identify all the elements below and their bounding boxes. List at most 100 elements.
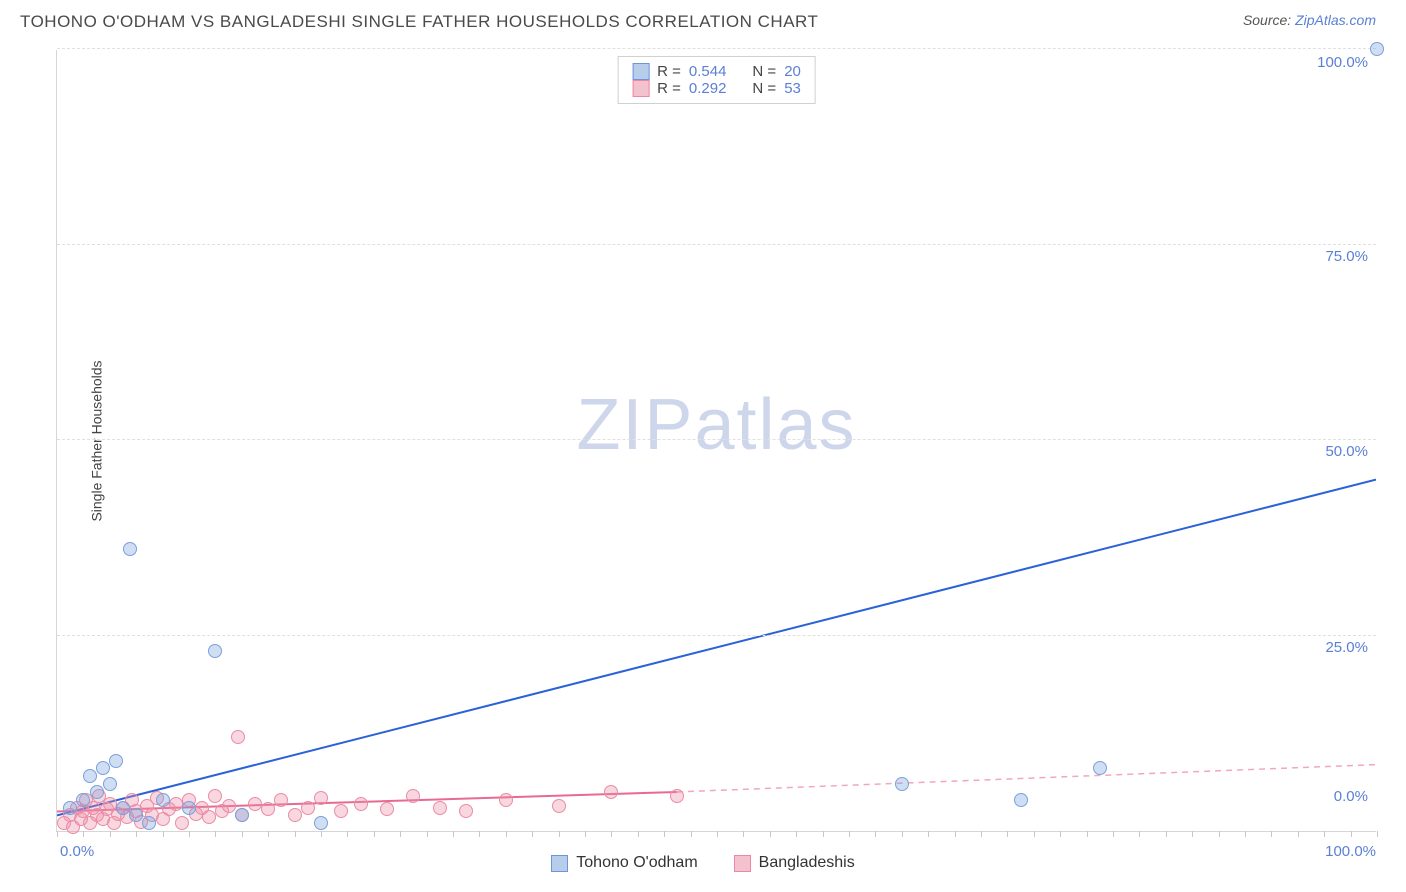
data-point (380, 802, 394, 816)
data-point (175, 816, 189, 830)
x-tick (1245, 831, 1246, 837)
x-tick (1324, 831, 1325, 837)
data-point (1093, 761, 1107, 775)
legend-stat-row: R = 0.544 N = 20 (632, 63, 801, 80)
x-tick (374, 831, 375, 837)
data-point (1370, 42, 1384, 56)
data-point (406, 789, 420, 803)
data-point (354, 797, 368, 811)
data-point (274, 793, 288, 807)
x-tick (1298, 831, 1299, 837)
x-tick (664, 831, 665, 837)
data-point (314, 816, 328, 830)
data-point (103, 777, 117, 791)
source-credit: Source: ZipAtlas.com (1243, 12, 1376, 28)
data-point (116, 801, 130, 815)
legend-n-label: N = (752, 80, 776, 97)
x-tick (796, 831, 797, 837)
x-tick (1166, 831, 1167, 837)
data-point (334, 804, 348, 818)
legend-stat-row: R =0.292N =53 (632, 80, 801, 97)
data-point (235, 808, 249, 822)
chart-title: TOHONO O'ODHAM VS BANGLADESHI SINGLE FAT… (20, 12, 818, 32)
legend-r-value: 0.292 (689, 80, 727, 97)
watermark: ZIPatlas (576, 384, 856, 466)
y-tick-label: 50.0% (1325, 443, 1368, 460)
x-tick (902, 831, 903, 837)
legend-swatch (632, 63, 649, 80)
data-point (604, 785, 618, 799)
x-tick (1034, 831, 1035, 837)
x-tick (875, 831, 876, 837)
data-point (288, 808, 302, 822)
legend-series-item: Tohono O'odham (551, 854, 697, 872)
x-tick (823, 831, 824, 837)
gridline-h (57, 48, 1376, 49)
x-tick (532, 831, 533, 837)
y-tick-label: 75.0% (1325, 248, 1368, 265)
legend-swatch (632, 80, 649, 97)
x-tick (83, 831, 84, 837)
x-tick (400, 831, 401, 837)
x-tick (770, 831, 771, 837)
data-point (182, 801, 196, 815)
legend-r-label: R = (657, 63, 681, 80)
x-tick (453, 831, 454, 837)
gridline-h (57, 244, 1376, 245)
data-point (261, 802, 275, 816)
gridline-h (57, 635, 1376, 636)
x-tick (955, 831, 956, 837)
x-tick (479, 831, 480, 837)
x-tick (1007, 831, 1008, 837)
data-point (459, 804, 473, 818)
x-tick (295, 831, 296, 837)
x-tick (1113, 831, 1114, 837)
x-tick (849, 831, 850, 837)
x-tick (1139, 831, 1140, 837)
data-point (90, 785, 104, 799)
data-point (208, 644, 222, 658)
x-tick (242, 831, 243, 837)
legend-series-label: Bangladeshis (759, 854, 855, 872)
x-tick (1087, 831, 1088, 837)
x-tick (928, 831, 929, 837)
x-tick (189, 831, 190, 837)
data-point (129, 808, 143, 822)
gridline-h (57, 439, 1376, 440)
regression-lines (57, 50, 1376, 831)
correlation-scatter-chart: Single Father Households ZIPatlas R =0.5… (56, 50, 1376, 832)
data-point (169, 797, 183, 811)
data-point (202, 810, 216, 824)
legend-series-item: Bangladeshis (734, 854, 855, 872)
legend-n-value: 20 (784, 63, 801, 80)
data-point (248, 797, 262, 811)
x-tick (1060, 831, 1061, 837)
data-point (96, 761, 110, 775)
data-point (142, 816, 156, 830)
y-tick-label: 0.0% (1334, 788, 1368, 805)
legend-n-label: N = (752, 63, 776, 80)
x-tick (347, 831, 348, 837)
data-point (670, 789, 684, 803)
x-tick (163, 831, 164, 837)
data-point (231, 730, 245, 744)
x-tick (427, 831, 428, 837)
x-tick (136, 831, 137, 837)
x-tick (1351, 831, 1352, 837)
legend-r-value: 0.544 (689, 63, 727, 80)
legend-series: Tohono O'odham Bangladeshis (0, 854, 1406, 872)
x-tick (691, 831, 692, 837)
data-point (83, 769, 97, 783)
x-tick (559, 831, 560, 837)
legend-swatch (551, 855, 568, 872)
x-tick (268, 831, 269, 837)
x-tick (1219, 831, 1220, 837)
x-tick (321, 831, 322, 837)
source-link[interactable]: ZipAtlas.com (1295, 12, 1376, 28)
data-point (552, 799, 566, 813)
x-tick (506, 831, 507, 837)
legend-n-value: 53 (784, 80, 801, 97)
x-tick (611, 831, 612, 837)
data-point (109, 754, 123, 768)
y-tick-label: 25.0% (1325, 639, 1368, 656)
